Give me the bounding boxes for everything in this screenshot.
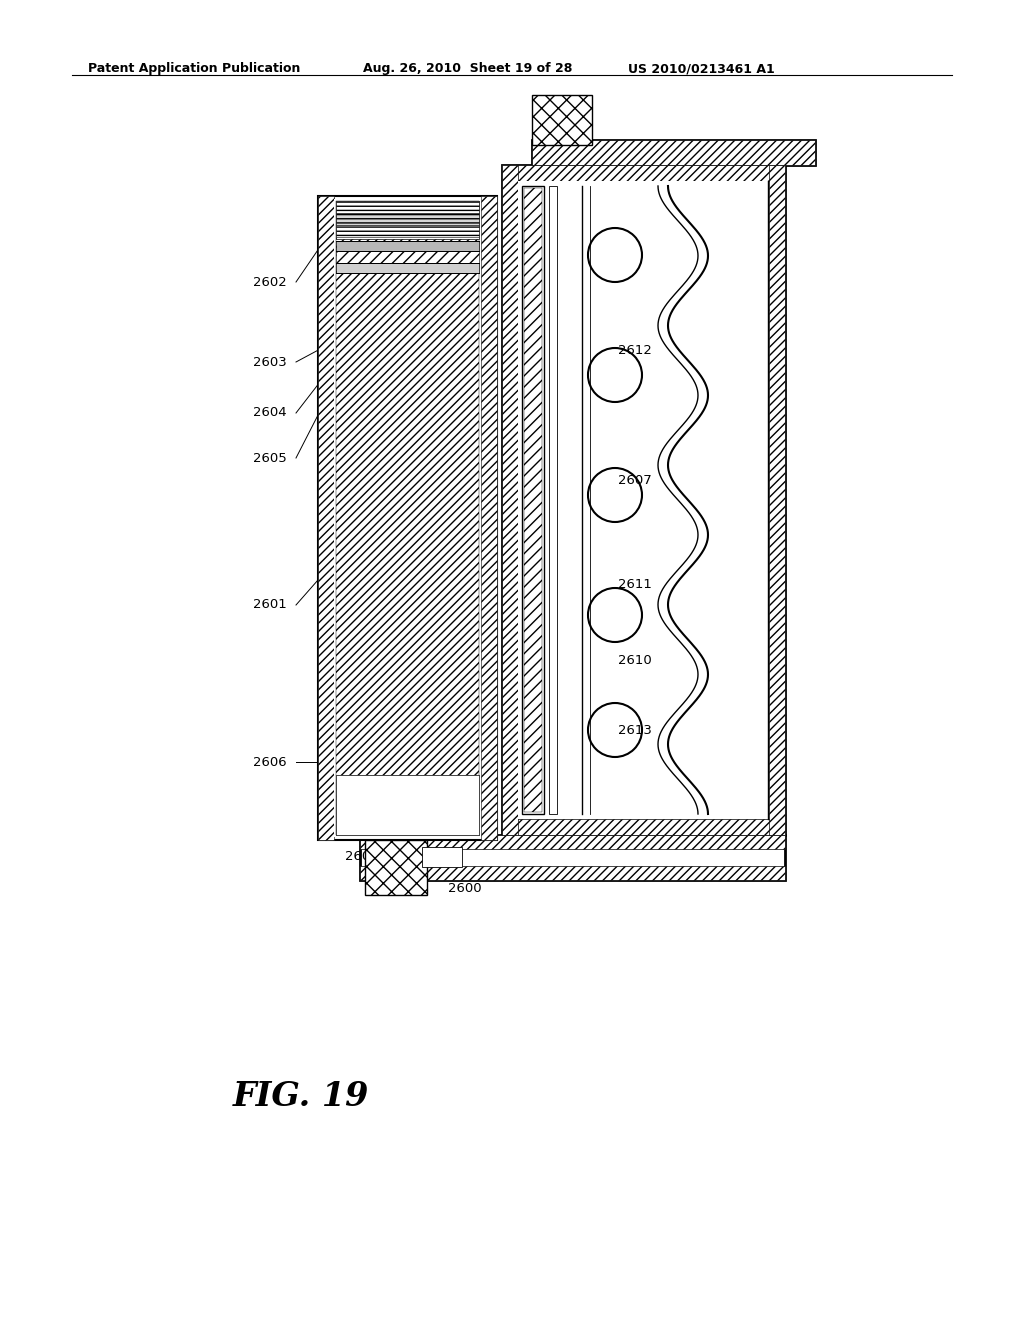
Text: 2612: 2612 — [618, 343, 652, 356]
Bar — [336, 213, 479, 224]
Text: 2602: 2602 — [253, 276, 287, 289]
Bar — [336, 224, 479, 238]
Bar — [502, 818, 785, 836]
Bar — [522, 186, 544, 814]
Bar — [336, 201, 479, 239]
Text: US 2010/0213461 A1: US 2010/0213461 A1 — [628, 62, 775, 75]
Bar — [532, 140, 815, 165]
Bar — [518, 181, 769, 818]
Bar — [549, 186, 557, 814]
Bar — [532, 95, 592, 145]
Bar — [365, 840, 427, 895]
Text: 2610: 2610 — [618, 653, 651, 667]
Bar — [532, 140, 815, 165]
Bar — [360, 836, 785, 849]
Text: 2611: 2611 — [618, 578, 652, 591]
Bar — [318, 195, 497, 840]
Bar — [336, 242, 479, 251]
Bar — [524, 187, 542, 812]
Bar — [502, 165, 785, 836]
Bar — [334, 199, 481, 837]
Bar — [336, 775, 479, 836]
Bar — [336, 201, 479, 836]
Bar — [481, 195, 497, 840]
Text: 2606: 2606 — [253, 755, 287, 768]
Bar — [336, 263, 479, 273]
Text: 2603: 2603 — [253, 355, 287, 368]
Text: 2600: 2600 — [449, 882, 481, 895]
Text: 2613: 2613 — [618, 723, 652, 737]
Bar — [360, 836, 785, 880]
Text: Aug. 26, 2010  Sheet 19 of 28: Aug. 26, 2010 Sheet 19 of 28 — [362, 62, 572, 75]
Bar — [769, 165, 785, 836]
Bar — [502, 165, 785, 181]
Text: 2607: 2607 — [618, 474, 651, 487]
Bar — [336, 251, 479, 263]
Bar — [336, 775, 479, 836]
Bar — [360, 866, 785, 880]
Text: 2604: 2604 — [253, 407, 287, 420]
Bar — [502, 165, 518, 836]
Text: 2608: 2608 — [340, 813, 374, 826]
Bar — [318, 195, 334, 840]
Text: 2609: 2609 — [345, 850, 379, 862]
Text: FIG. 19: FIG. 19 — [233, 1080, 370, 1113]
Bar — [336, 201, 479, 213]
Text: Patent Application Publication: Patent Application Publication — [88, 62, 300, 75]
Text: 2601: 2601 — [253, 598, 287, 611]
Text: 2605: 2605 — [253, 451, 287, 465]
Bar — [422, 847, 462, 867]
